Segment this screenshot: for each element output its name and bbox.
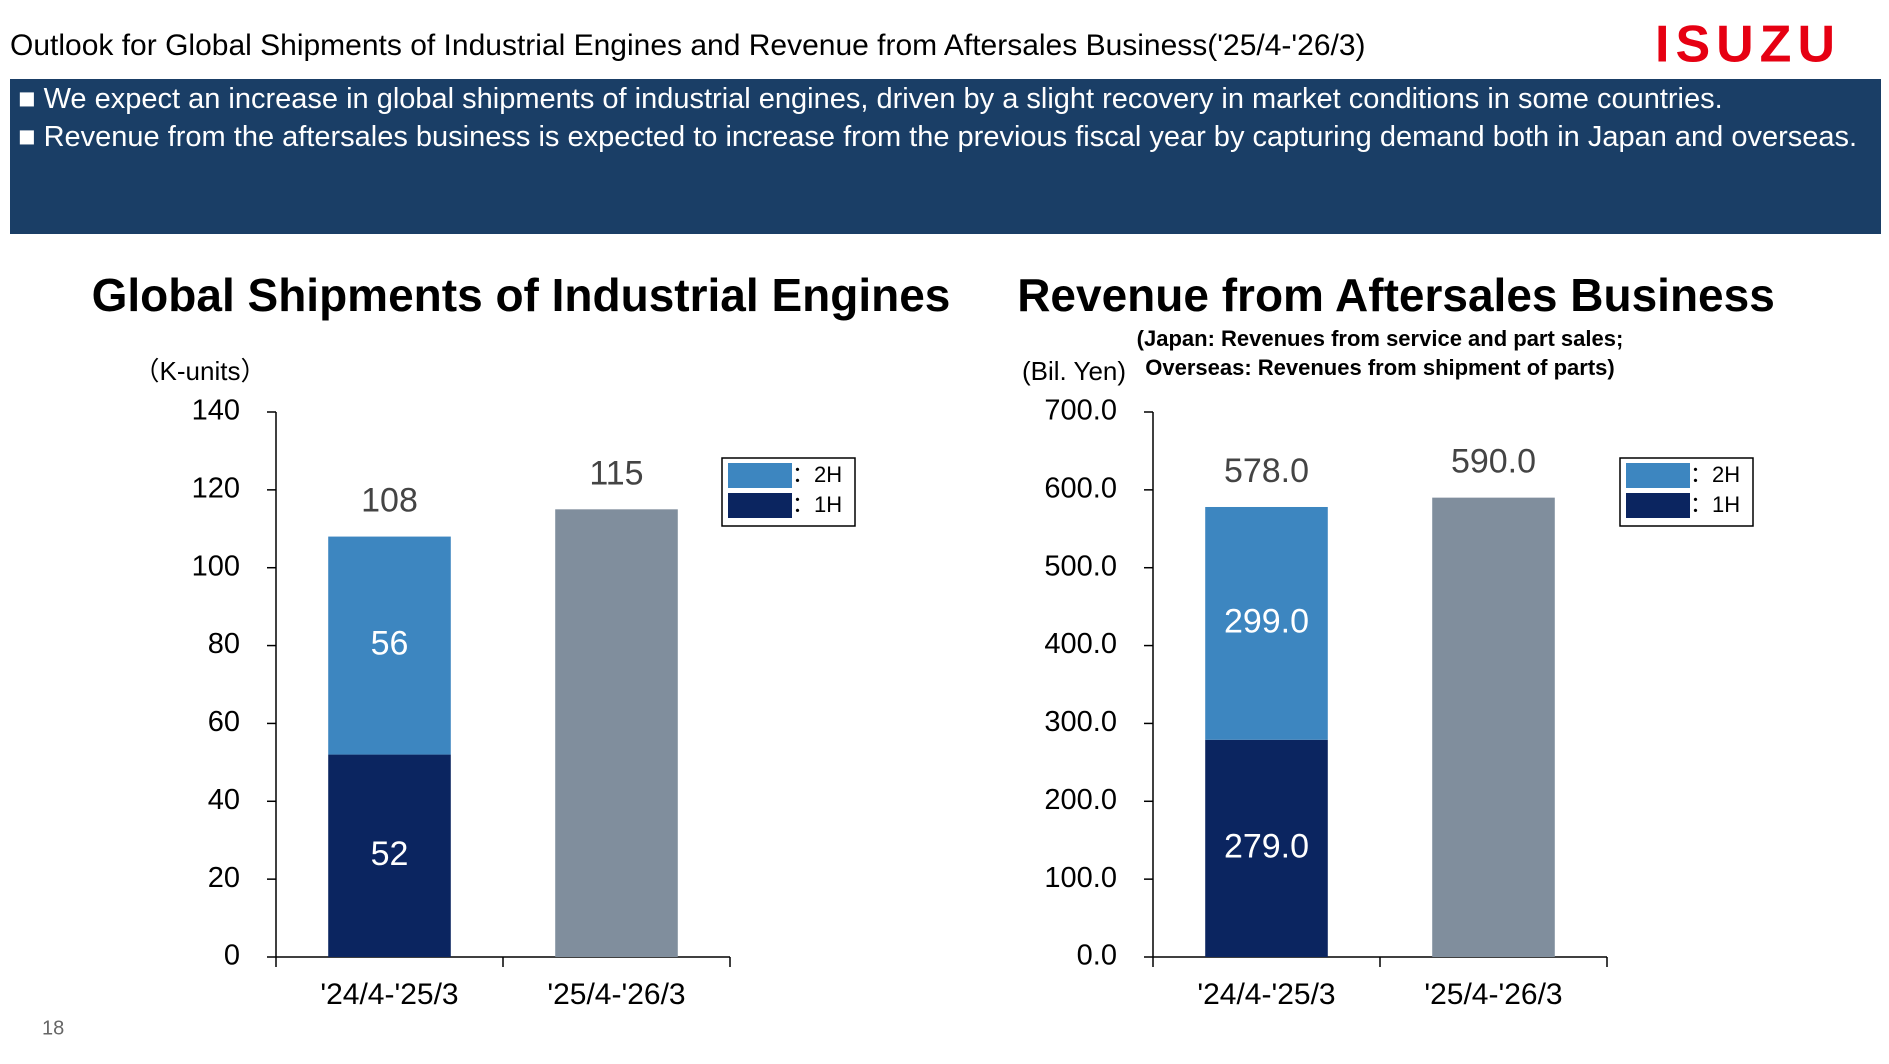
- legend-label: ：1H: [792, 492, 842, 517]
- total-label: 578.0: [1224, 452, 1309, 490]
- y-tick-label: 200.0: [1044, 784, 1117, 816]
- segment-label: 56: [371, 625, 409, 663]
- x-tick-label: '24/4-'25/3: [320, 978, 458, 1011]
- y-tick-label: 500.0: [1044, 550, 1117, 582]
- legend-swatch: [728, 493, 792, 518]
- segment-label: 299.0: [1224, 602, 1309, 640]
- total-label: 590.0: [1451, 443, 1536, 481]
- bar-segment: [328, 536, 451, 755]
- legend-label: ：1H: [1690, 492, 1740, 517]
- y-axis-label: （K-units）: [134, 356, 267, 386]
- y-tick-label: 40: [208, 784, 240, 816]
- slide-title: Outlook for Global Shipments of Industri…: [10, 29, 1366, 62]
- chart-title: Revenue from Aftersales Business: [1017, 269, 1775, 321]
- y-tick-label: 140: [192, 395, 240, 427]
- summary-wrap: ■ We expect an increase in global shipme…: [18, 80, 1878, 156]
- page-number: 18: [42, 1017, 64, 1039]
- legend-label: ：2H: [1690, 462, 1740, 487]
- forecast-bar: [555, 509, 678, 957]
- y-axis-label: (Bil. Yen): [1022, 356, 1126, 386]
- y-tick-label: 60: [208, 706, 240, 738]
- y-tick-label: 20: [208, 862, 240, 894]
- chart-title: Global Shipments of Industrial Engines: [92, 269, 951, 321]
- y-tick-label: 100: [192, 550, 240, 582]
- x-tick-label: '24/4-'25/3: [1197, 978, 1335, 1011]
- x-tick-label: '25/4-'26/3: [1424, 978, 1562, 1011]
- y-tick-label: 100.0: [1044, 862, 1117, 894]
- y-tick-label: 400.0: [1044, 628, 1117, 660]
- chart-subtitle: Overseas: Revenues from shipment of part…: [1145, 355, 1614, 380]
- total-label: 115: [589, 454, 643, 492]
- segment-label: 279.0: [1224, 827, 1309, 865]
- chart-subtitle: (Japan: Revenues from service and part s…: [1137, 326, 1624, 351]
- logo: ISUZU: [1655, 16, 1841, 74]
- y-tick-label: 300.0: [1044, 706, 1117, 738]
- bar-segment: [1205, 506, 1328, 740]
- y-tick-label: 80: [208, 628, 240, 660]
- y-tick-label: 0: [224, 940, 240, 972]
- y-tick-label: 120: [192, 473, 240, 505]
- legend-label: ：2H: [792, 462, 842, 487]
- bar-segment: [1205, 739, 1328, 957]
- bullet: ■ We expect an increase in global shipme…: [18, 83, 1723, 115]
- forecast-bar: [1432, 497, 1555, 957]
- y-tick-label: 600.0: [1044, 473, 1117, 505]
- total-label: 108: [361, 482, 418, 520]
- legend-swatch: [1626, 493, 1690, 518]
- legend-swatch: [1626, 463, 1690, 488]
- y-tick-label: 0.0: [1077, 940, 1117, 972]
- x-tick-label: '25/4-'26/3: [547, 978, 685, 1011]
- bar-segment: [328, 754, 451, 957]
- y-tick-label: 700.0: [1044, 395, 1117, 427]
- summary-box: [10, 79, 1881, 234]
- segment-label: 52: [371, 835, 409, 873]
- bullet: ■ Revenue from the aftersales business i…: [18, 121, 1858, 153]
- legend-swatch: [728, 463, 792, 488]
- summary: ■ We expect an increase in global shipme…: [18, 80, 1878, 156]
